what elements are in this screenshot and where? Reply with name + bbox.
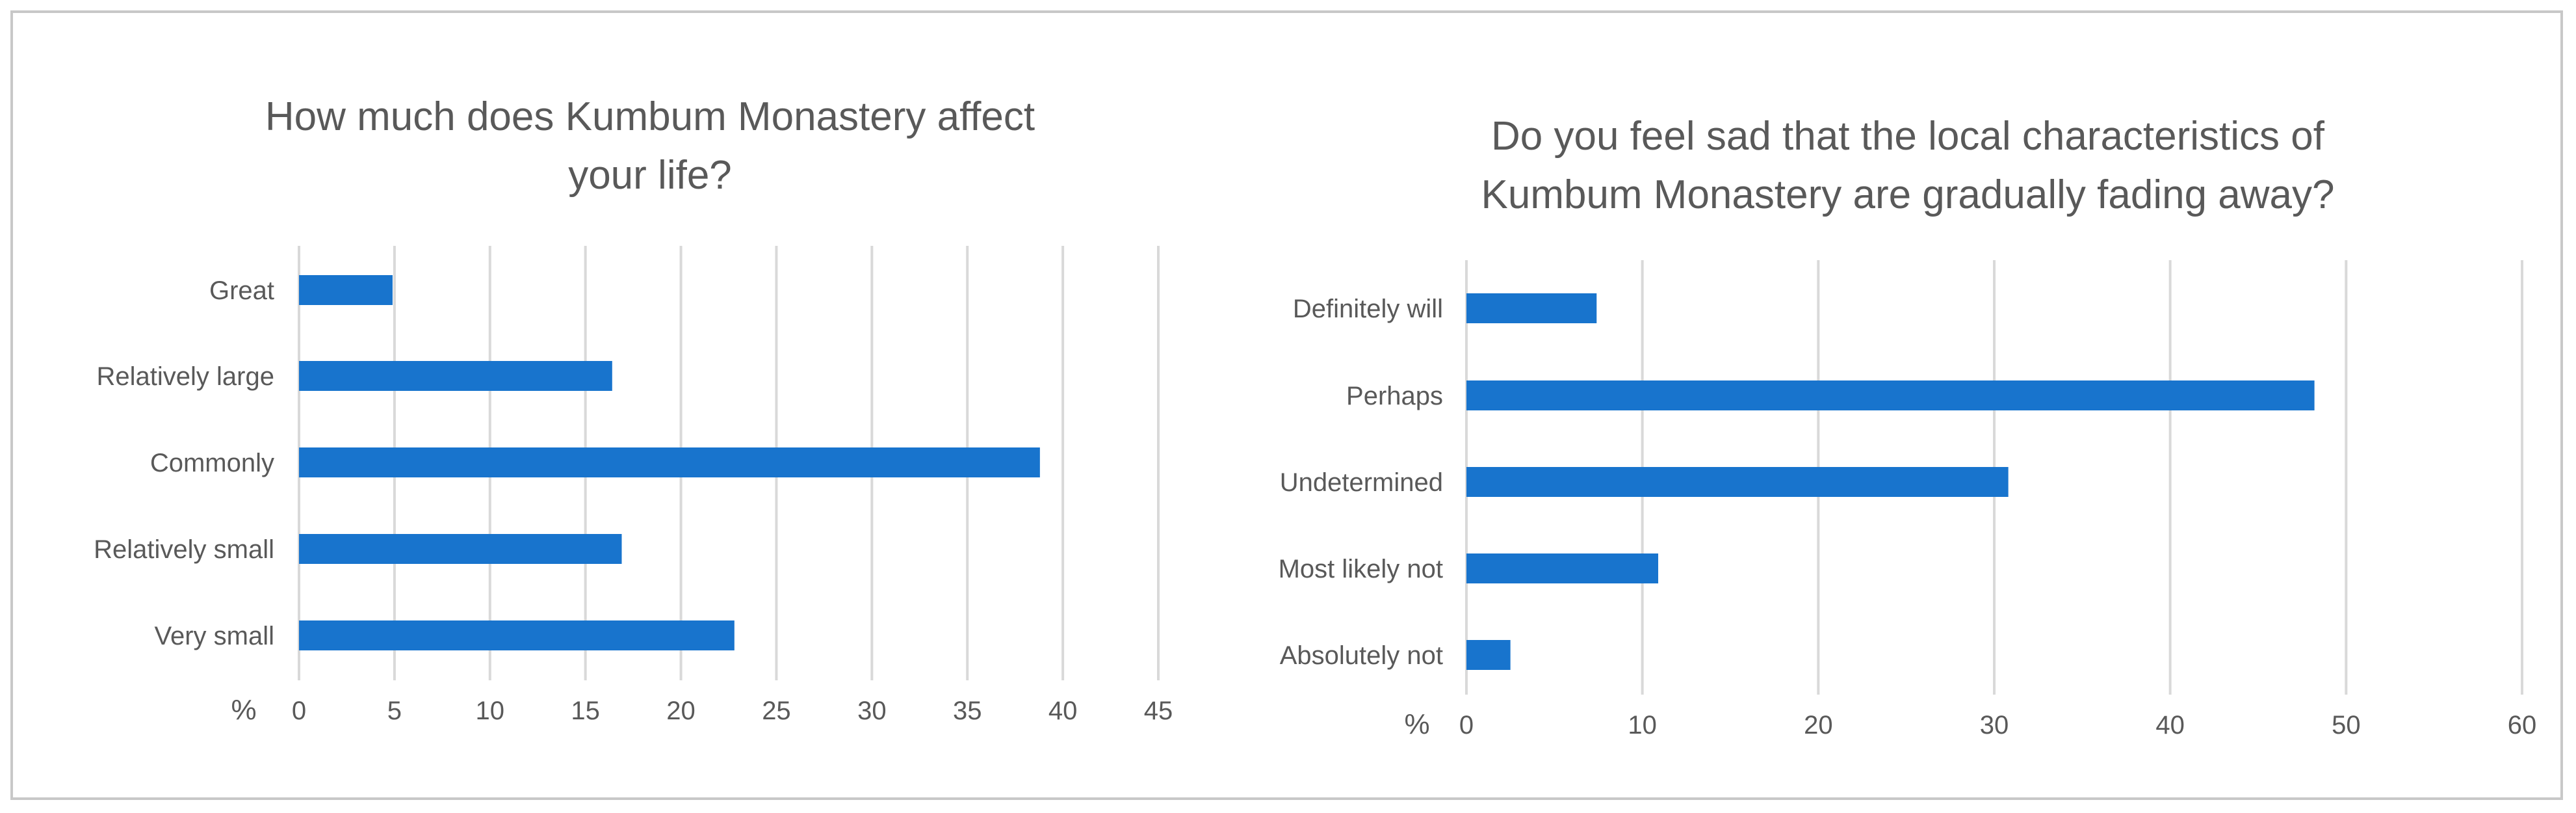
chart1-bar	[299, 620, 735, 650]
chart1-gridlines	[298, 246, 1160, 680]
chart1-bar	[299, 361, 612, 391]
chart1-bars	[299, 275, 1040, 650]
chart1-x-tick: 10	[476, 697, 505, 725]
chart1-category-label: Relatively large	[97, 362, 274, 391]
chart1-category-label: Relatively small	[94, 535, 274, 564]
chart1-bar	[299, 275, 393, 305]
chart2-category-label: Definitely will	[1293, 295, 1443, 323]
chart1-x-tick: 40	[1048, 697, 1078, 725]
chart2-bar	[1466, 293, 1597, 323]
chart1-x-tick: 20	[666, 697, 696, 725]
chart2-x-tick: 40	[2155, 711, 2185, 740]
chart1-x-tick: 15	[571, 697, 600, 725]
chart-affect-life: How much does Kumbum Monastery affect yo…	[94, 94, 1173, 726]
chart2-x-tick: 50	[2332, 711, 2361, 740]
chart2-x-tick: 20	[1804, 711, 1833, 740]
chart2-category-labels: Definitely will Perhaps Undetermined Mos…	[1279, 295, 1443, 670]
chart2-category-label: Absolutely not	[1280, 641, 1443, 670]
chart1-x-tick: 35	[953, 697, 982, 725]
chart1-category-labels: Great Relatively large Commonly Relative…	[94, 276, 274, 650]
chart1-category-label: Very small	[155, 622, 275, 650]
chart2-x-ticks: 0 10 20 30 40 50 60	[1459, 711, 2536, 740]
chart2-bars	[1466, 293, 2315, 670]
chart1-title-line2: your life?	[568, 153, 732, 198]
chart-feel-sad: Do you feel sad that the local character…	[1279, 114, 2537, 740]
chart1-x-ticks: 0 5 10 15 20 25 30 35 40 45	[292, 697, 1173, 725]
chart1-x-tick: 0	[292, 697, 306, 725]
chart2-bar	[1466, 467, 2009, 497]
chart2-category-label: Most likely not	[1279, 555, 1443, 583]
chart2-x-tick: 0	[1459, 711, 1474, 740]
chart2-title-line2: Kumbum Monastery are gradually fading aw…	[1481, 172, 2334, 217]
chart2-x-unit-label: %	[1404, 708, 1429, 740]
chart1-x-tick: 30	[857, 697, 887, 725]
chart1-x-unit-label: %	[231, 694, 256, 726]
chart1-category-label: Great	[209, 276, 274, 305]
chart2-category-label: Perhaps	[1346, 382, 1443, 410]
chart2-x-tick: 10	[1628, 711, 1657, 740]
chart1-x-tick: 45	[1144, 697, 1173, 725]
chart1-category-label: Commonly	[150, 449, 274, 477]
chart1-bar	[299, 534, 622, 564]
chart2-x-tick: 30	[1980, 711, 2009, 740]
chart1-x-tick: 5	[387, 697, 402, 725]
chart2-bar	[1466, 640, 1511, 670]
chart2-bar	[1466, 380, 2315, 410]
chart2-x-tick: 60	[2508, 711, 2537, 740]
chart2-bar	[1466, 553, 1659, 583]
chart1-title-line1: How much does Kumbum Monastery affect	[265, 94, 1035, 139]
chart1-x-tick: 25	[762, 697, 791, 725]
chart2-category-label: Undetermined	[1280, 468, 1443, 497]
chart2-title-line1: Do you feel sad that the local character…	[1491, 114, 2325, 159]
chart1-bar	[299, 447, 1040, 477]
